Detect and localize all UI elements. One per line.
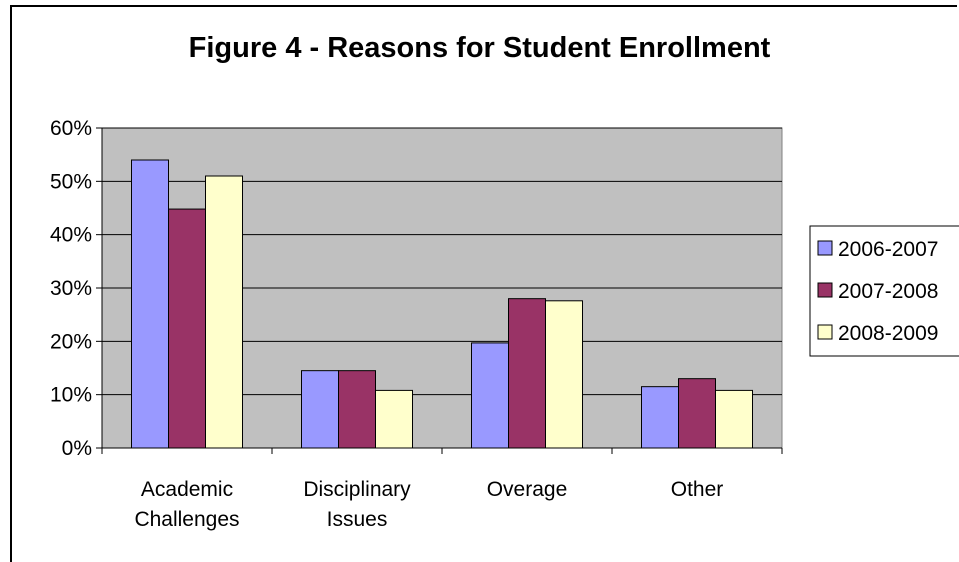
bar bbox=[545, 300, 583, 449]
bar bbox=[471, 342, 509, 449]
legend-swatch bbox=[817, 324, 833, 340]
legend-swatch bbox=[817, 282, 833, 298]
chart-title: Figure 4 - Reasons for Student Enrollmen… bbox=[188, 32, 771, 64]
chart-frame bbox=[10, 5, 957, 562]
bar bbox=[508, 298, 546, 449]
bar bbox=[715, 389, 753, 449]
y-tick-label: 30% bbox=[50, 277, 92, 300]
y-tick-label: 50% bbox=[50, 170, 92, 193]
bar bbox=[338, 370, 376, 449]
y-tick-label: 0% bbox=[62, 437, 92, 460]
y-tick-label: 40% bbox=[50, 224, 92, 247]
bar bbox=[375, 389, 413, 449]
legend-label: 2006-2007 bbox=[838, 238, 938, 261]
legend-label: 2008-2009 bbox=[838, 322, 938, 345]
bar bbox=[301, 370, 339, 449]
x-category-label: Disciplinary bbox=[303, 478, 411, 501]
bar bbox=[205, 175, 243, 449]
bar bbox=[641, 386, 679, 449]
bar bbox=[131, 159, 169, 449]
plot-area bbox=[101, 127, 783, 449]
y-tick-label: 60% bbox=[50, 117, 92, 140]
legend-box bbox=[809, 225, 959, 357]
x-category-label: Academic bbox=[141, 478, 233, 501]
x-category-label: Challenges bbox=[134, 508, 239, 531]
legend: 2006-2007 2007-2008 2008-2009 bbox=[809, 225, 959, 357]
x-category-label: Other bbox=[671, 478, 724, 501]
x-axis: Academic Challenges Disciplinary Issues Over… bbox=[101, 447, 783, 531]
x-category-label: Issues bbox=[327, 508, 388, 531]
legend-label: 2007-2008 bbox=[838, 280, 938, 303]
bar bbox=[168, 208, 206, 449]
y-axis: 0% 10% 20% 30% 40% 50% 60% bbox=[50, 117, 103, 460]
legend-swatch bbox=[817, 240, 833, 256]
y-tick-label: 10% bbox=[50, 384, 92, 407]
y-tick-label: 20% bbox=[50, 330, 92, 353]
x-category-label: Overage bbox=[487, 478, 568, 501]
bar bbox=[678, 378, 716, 449]
